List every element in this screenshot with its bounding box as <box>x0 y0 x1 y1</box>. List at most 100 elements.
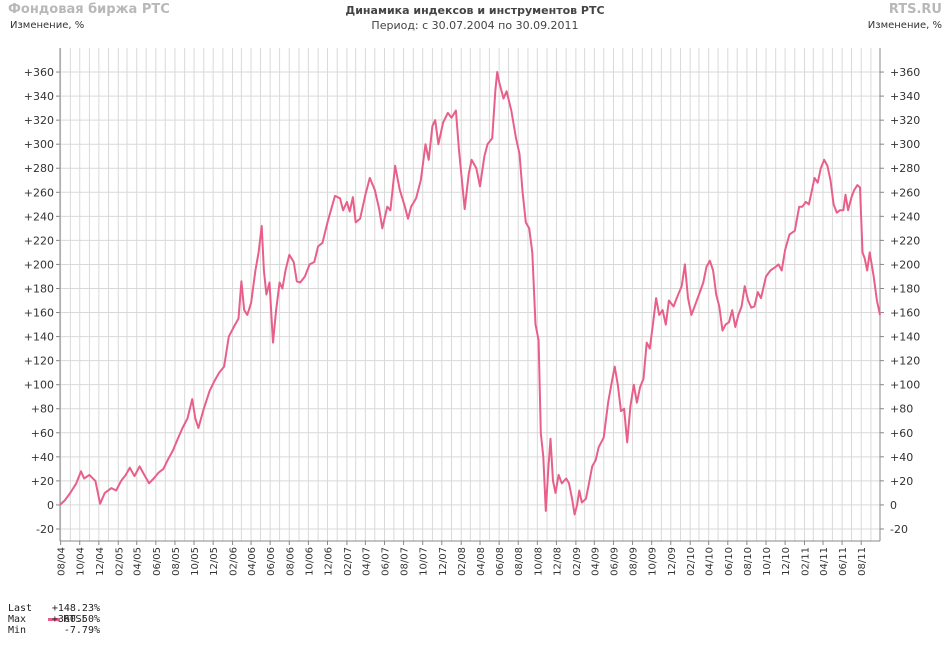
y-tick-label-left: +80 <box>31 403 54 416</box>
y-tick-label-right: +300 <box>890 138 920 151</box>
x-tick-label: 02/07 <box>343 547 354 576</box>
x-tick-label: 06/09 <box>609 547 620 576</box>
y-axis-unit-right: Изменение, % <box>867 20 942 31</box>
stat-row-min: Min -7.79% <box>8 625 100 636</box>
x-tick-label: 04/09 <box>590 547 601 576</box>
y-tick-label-right: +280 <box>890 162 920 175</box>
x-tick-label: 08/11 <box>857 547 868 576</box>
x-tick-label: 10/06 <box>304 547 315 576</box>
x-tick-label: 06/06 <box>266 547 277 576</box>
x-tick-label: 02/09 <box>572 547 583 576</box>
chart-title: Динамика индексов и инструментов РТС <box>345 4 605 17</box>
stat-row-max: Max +360.50% <box>8 614 100 625</box>
y-tick-label-right: +360 <box>890 66 920 79</box>
x-tick-label: 10/08 <box>533 547 544 576</box>
y-tick-label-left: +300 <box>24 138 54 151</box>
x-tick-label: 06/05 <box>152 547 163 576</box>
y-tick-label-right: +60 <box>890 427 913 440</box>
brand-logo-right[interactable]: RTS.RU <box>888 2 942 17</box>
y-tick-label-right: +200 <box>890 258 920 271</box>
y-tick-label-left: +100 <box>24 379 54 392</box>
y-tick-label-left: +40 <box>31 451 54 464</box>
y-tick-label-right: 0 <box>890 499 897 512</box>
x-tick-label: 06/08 <box>495 547 506 576</box>
x-tick-label: 02/10 <box>686 547 697 576</box>
stat-value-last: +148.23% <box>51 603 100 614</box>
x-tick-label: 02/06 <box>229 547 240 576</box>
y-tick-label-right: +260 <box>890 186 920 199</box>
y-tick-label-right: +100 <box>890 379 920 392</box>
y-tick-label-left: +140 <box>24 331 54 344</box>
y-tick-label-left: +180 <box>24 282 54 295</box>
x-tick-label: 12/10 <box>781 547 792 576</box>
x-tick-label: 06/07 <box>380 547 391 576</box>
x-tick-label: 10/05 <box>190 547 201 576</box>
x-tick-label: 08/08 <box>514 547 525 576</box>
x-tick-label: 12/04 <box>95 547 106 576</box>
x-tick-label: 10/07 <box>419 547 430 576</box>
x-tick-label: 12/06 <box>323 547 334 576</box>
brand-logo-left[interactable]: Фондовая биржа РТС <box>8 2 170 17</box>
y-tick-label-left: +260 <box>24 186 54 199</box>
x-tick-label: 04/05 <box>133 547 144 576</box>
stat-row-last: Last +148.23% <box>8 603 100 614</box>
y-tick-label-right: +180 <box>890 282 920 295</box>
y-tick-label-left: +220 <box>24 234 54 247</box>
y-tick-label-right: +120 <box>890 355 920 368</box>
y-tick-label-right: +160 <box>890 307 920 320</box>
x-tick-label: 06/10 <box>724 547 735 576</box>
stat-label-last: Last <box>8 603 33 614</box>
stat-value-min: -7.79% <box>63 625 100 636</box>
y-tick-label-right: -20 <box>890 523 908 536</box>
x-tick-label: 04/11 <box>819 547 830 576</box>
x-tick-label: 04/06 <box>247 547 258 576</box>
y-tick-label-left: +200 <box>24 258 54 271</box>
x-tick-label: 08/09 <box>629 547 640 576</box>
y-tick-label-left: +360 <box>24 66 54 79</box>
x-tick-label: 12/05 <box>209 547 220 576</box>
x-tick-label: 08/10 <box>743 547 754 576</box>
legend-swatch <box>48 617 60 621</box>
x-tick-label: 08/07 <box>400 547 411 576</box>
x-tick-label: 12/08 <box>552 547 563 576</box>
y-tick-label-left: -20 <box>36 523 54 536</box>
y-tick-label-left: +320 <box>24 114 54 127</box>
y-axis-unit-left: Изменение, % <box>10 20 85 31</box>
y-tick-label-left: +280 <box>24 162 54 175</box>
y-tick-label-right: +340 <box>890 90 920 103</box>
x-tick-label: 08/04 <box>57 547 68 576</box>
legend-label: RTSI <box>63 614 85 625</box>
y-tick-label-left: +60 <box>31 427 54 440</box>
x-tick-label: 10/04 <box>76 547 87 576</box>
stat-label-max: Max <box>8 614 27 625</box>
y-tick-label-left: +340 <box>24 90 54 103</box>
stats-panel: Last +148.23% Max +360.50% Min -7.79% <box>8 603 100 636</box>
y-tick-label-right: +80 <box>890 403 913 416</box>
x-tick-label: 04/07 <box>361 547 372 576</box>
x-tick-label: 02/08 <box>457 547 468 576</box>
y-tick-label-right: +40 <box>890 451 913 464</box>
y-tick-label-right: +140 <box>890 331 920 344</box>
y-tick-label-left: +120 <box>24 355 54 368</box>
stat-value-max: +360.50% <box>51 614 100 625</box>
x-tick-label: 12/07 <box>438 547 449 576</box>
chart-subtitle: Период: с 30.07.2004 по 30.09.2011 <box>371 19 579 32</box>
y-tick-label-left: +240 <box>24 210 54 223</box>
y-tick-label-right: +240 <box>890 210 920 223</box>
x-tick-label: 12/09 <box>667 547 678 576</box>
y-tick-label-left: 0 <box>47 499 54 512</box>
y-tick-label-left: +160 <box>24 307 54 320</box>
legend: RTSI <box>48 614 85 625</box>
y-tick-label-right: +220 <box>890 234 920 247</box>
x-tick-label: 02/11 <box>801 547 812 576</box>
x-tick-label: 04/08 <box>476 547 487 576</box>
x-tick-label: 06/11 <box>838 547 849 576</box>
y-tick-label-right: +20 <box>890 475 913 488</box>
x-tick-label: 08/06 <box>285 547 296 576</box>
x-tick-label: 08/05 <box>171 547 182 576</box>
x-tick-label: 04/10 <box>705 547 716 576</box>
x-tick-label: 10/09 <box>648 547 659 576</box>
y-tick-label-right: +320 <box>890 114 920 127</box>
x-tick-label: 10/10 <box>762 547 773 576</box>
